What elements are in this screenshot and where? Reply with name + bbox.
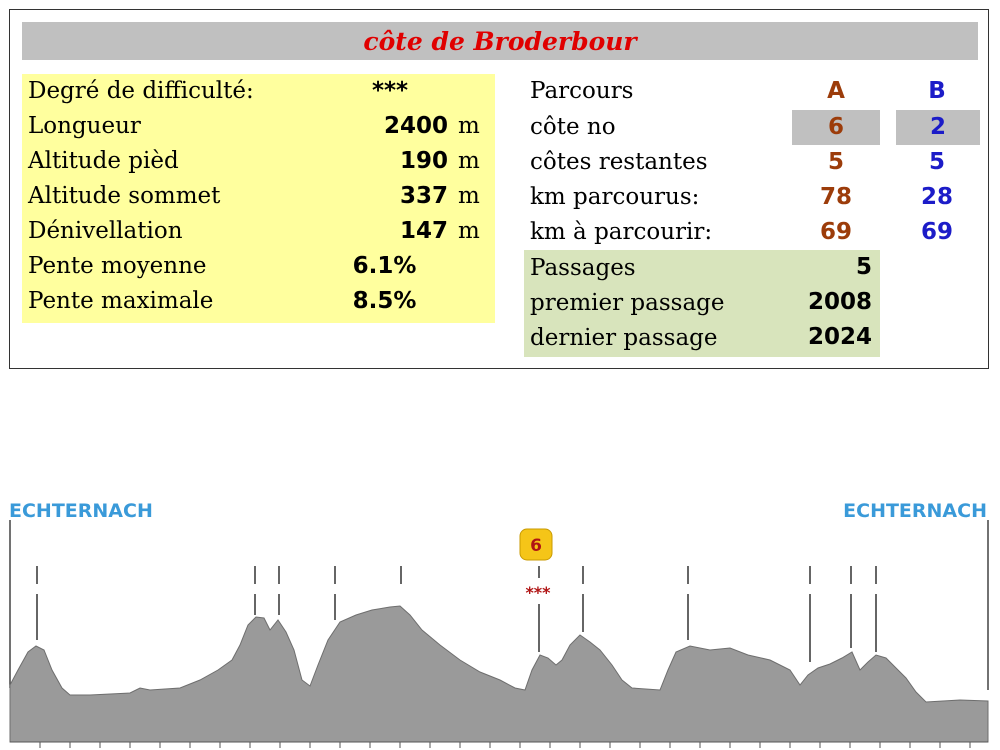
- badge-stars: ***: [525, 583, 551, 602]
- first-passage-value: 2008: [807, 289, 872, 315]
- elevation-label: Dénivellation: [28, 218, 183, 244]
- max-slope-value: 8.5%: [352, 288, 417, 314]
- length-unit: m: [458, 113, 480, 139]
- climb-info-card: côte de Broderbour Degré de difficulté: …: [9, 9, 989, 369]
- elevation-unit: m: [458, 218, 480, 244]
- km-left-a: 69: [819, 219, 852, 245]
- avg-slope-value: 6.1%: [352, 253, 417, 279]
- alt-top-label: Altitude sommet: [28, 183, 221, 209]
- stat-row-avg-slope: Pente moyenne 6.1%: [22, 249, 495, 284]
- km-done-label: km parcourus:: [530, 184, 700, 210]
- alt-top-unit: m: [458, 183, 480, 209]
- last-passage-label: dernier passage: [530, 325, 718, 351]
- length-label: Longueur: [28, 113, 141, 139]
- length-value: 2400: [383, 113, 448, 139]
- stat-row-alt-foot: Altitude pièd 190 m: [22, 144, 495, 179]
- climb-stats-panel: Degré de difficulté: *** Longueur 2400 m…: [22, 74, 495, 323]
- climb-markers: [36, 566, 877, 662]
- max-slope-label: Pente maximale: [28, 288, 214, 314]
- end-town-label: ECHTERNACH: [843, 500, 987, 522]
- start-town-label: ECHTERNACH: [9, 500, 153, 522]
- km-done-b: 28: [920, 184, 953, 210]
- current-climb-badge: 6: [519, 528, 553, 561]
- profile-area: [9, 605, 989, 743]
- km-done-a: 78: [819, 184, 852, 210]
- route-header-label: Parcours: [530, 78, 634, 104]
- route-col-b-header: B: [928, 78, 946, 104]
- km-axis-ticks: [10, 741, 988, 748]
- stat-row-difficulty: Degré de difficulté: ***: [22, 74, 495, 109]
- remaining-a: 5: [827, 149, 844, 175]
- remaining-label: côtes restantes: [530, 149, 708, 175]
- climb-no-label: côte no: [530, 114, 616, 140]
- alt-foot-value: 190: [399, 148, 448, 174]
- title-bar: côte de Broderbour: [22, 22, 978, 60]
- passages-label: Passages: [530, 255, 636, 281]
- stat-row-elevation: Dénivellation 147 m: [22, 214, 495, 249]
- stat-row-max-slope: Pente maximale 8.5%: [22, 284, 495, 319]
- elevation-profile: ECHTERNACH ECHTERNACH: [9, 500, 989, 748]
- first-passage-label: premier passage: [530, 290, 725, 316]
- climb-title: côte de Broderbour: [363, 26, 637, 56]
- avg-slope-label: Pente moyenne: [28, 253, 207, 279]
- last-passage-value: 2024: [807, 324, 872, 350]
- passages-value: 5: [855, 254, 872, 280]
- km-left-label: km à parcourir:: [530, 219, 713, 245]
- difficulty-value: ***: [372, 78, 409, 104]
- alt-foot-unit: m: [458, 148, 480, 174]
- stat-row-length: Longueur 2400 m: [22, 109, 495, 144]
- alt-foot-label: Altitude pièd: [28, 148, 179, 174]
- history-panel: Passages 5 premier passage 2008 dernier …: [524, 250, 880, 357]
- climb-no-a: 6: [792, 110, 880, 145]
- badge-number: 6: [530, 536, 542, 556]
- remaining-b: 5: [928, 149, 945, 175]
- km-left-b: 69: [920, 219, 953, 245]
- alt-top-value: 337: [399, 183, 448, 209]
- elevation-value: 147: [399, 218, 448, 244]
- stat-row-alt-top: Altitude sommet 337 m: [22, 179, 495, 214]
- climb-no-b: 2: [896, 110, 980, 145]
- route-col-a-header: A: [827, 78, 845, 104]
- difficulty-label: Degré de difficulté:: [28, 78, 254, 104]
